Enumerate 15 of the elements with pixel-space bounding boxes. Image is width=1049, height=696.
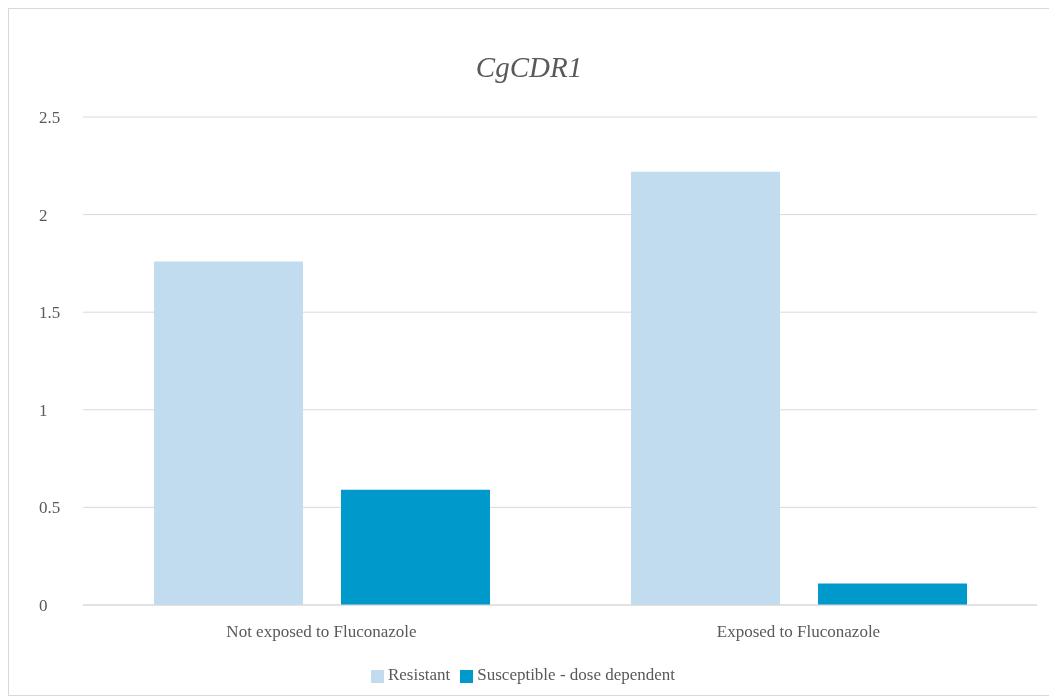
- legend-label: Susceptible - dose dependent: [477, 665, 676, 684]
- chart-title: CgCDR1: [474, 51, 584, 84]
- x-tick-label: Not exposed to Fluconazole: [226, 622, 417, 642]
- y-tick-label: 2: [39, 205, 48, 225]
- y-tick-label: 0: [39, 596, 48, 616]
- y-tick-label: 1.5: [39, 303, 61, 323]
- x-tick-label: Exposed to Fluconazole: [716, 622, 881, 642]
- y-tick-label: 1: [39, 400, 48, 420]
- y-tick-label: 2.5: [39, 108, 61, 128]
- bar: [818, 583, 967, 605]
- bar: [631, 171, 780, 605]
- y-tick-label: 0.5: [39, 498, 61, 518]
- bar: [154, 261, 303, 605]
- legend-label: Resistant: [387, 665, 451, 684]
- bar: [341, 489, 490, 605]
